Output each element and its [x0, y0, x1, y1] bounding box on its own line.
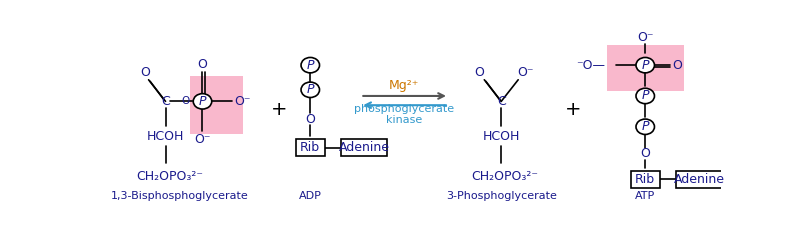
Bar [190, 76, 242, 134]
Text: HCOH: HCOH [482, 129, 519, 142]
Text: CH₂OPO₃²⁻: CH₂OPO₃²⁻ [471, 170, 538, 183]
Text: Adenine: Adenine [673, 173, 723, 186]
Text: ⁻O—: ⁻O— [576, 59, 605, 72]
Text: O⁻: O⁻ [517, 66, 533, 78]
Text: +: + [271, 100, 287, 118]
Ellipse shape [301, 82, 319, 98]
Ellipse shape [301, 58, 319, 73]
Text: O: O [639, 147, 650, 160]
Text: ADP: ADP [298, 191, 322, 201]
Text: Adenine: Adenine [338, 141, 389, 154]
Text: O: O [305, 113, 315, 125]
Text: 1,3-Bisphosphoglycerate: 1,3-Bisphosphoglycerate [111, 191, 248, 201]
Text: 3-Phosphoglycerate: 3-Phosphoglycerate [445, 191, 556, 201]
Ellipse shape [635, 88, 654, 104]
Text: Rib: Rib [300, 141, 320, 154]
Text: Mg²⁺: Mg²⁺ [388, 79, 419, 92]
Text: C: C [161, 95, 170, 108]
Text: P: P [306, 83, 314, 96]
Text: +: + [565, 100, 581, 118]
Text: C: C [496, 95, 505, 108]
Bar [630, 171, 659, 188]
Text: phosphoglycerate
kinase: phosphoglycerate kinase [354, 104, 454, 125]
Text: P: P [306, 59, 314, 72]
Bar [606, 45, 683, 91]
Text: O: O [181, 96, 189, 106]
Bar [341, 139, 387, 156]
Text: HCOH: HCOH [147, 129, 184, 142]
Text: O: O [197, 58, 207, 71]
Text: O: O [474, 66, 484, 78]
Ellipse shape [635, 119, 654, 134]
Text: O: O [672, 59, 682, 72]
Text: O⁻: O⁻ [636, 31, 653, 44]
Text: P: P [641, 59, 648, 72]
Text: P: P [641, 120, 648, 133]
Text: P: P [641, 90, 648, 102]
Text: O⁻: O⁻ [234, 95, 250, 108]
Text: Rib: Rib [634, 173, 654, 186]
Ellipse shape [193, 94, 212, 109]
Text: O⁻: O⁻ [194, 133, 210, 146]
Text: O: O [140, 66, 150, 78]
Ellipse shape [635, 58, 654, 73]
Text: P: P [198, 95, 206, 108]
Text: ATP: ATP [634, 191, 654, 201]
Text: CH₂OPO₃²⁻: CH₂OPO₃²⁻ [136, 170, 203, 183]
Bar [675, 171, 721, 188]
Bar [295, 139, 325, 156]
